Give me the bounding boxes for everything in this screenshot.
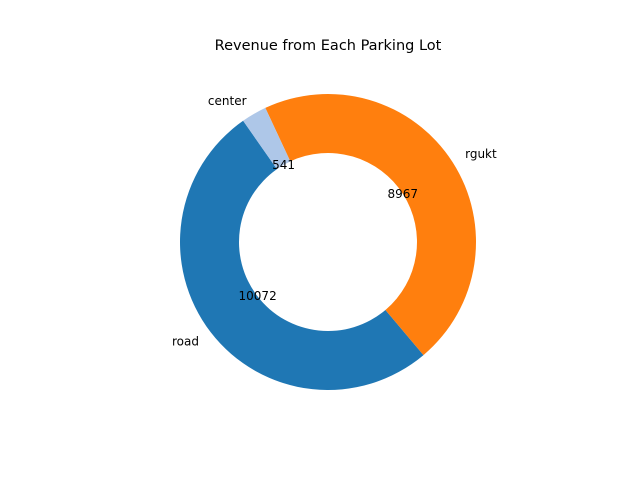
labels-group: road 10072 rgukt 8967 center 541: [172, 94, 497, 348]
slice-label-center: center: [208, 94, 247, 108]
slice-label-rgukt: rgukt: [465, 147, 497, 161]
slice-center: [243, 107, 291, 170]
slice-road: [180, 120, 424, 390]
chart-title: Revenue from Each Parking Lot: [215, 38, 442, 54]
slices-group: [180, 94, 476, 390]
value-label-road: 10072: [239, 289, 277, 303]
value-label-rgukt: 8967: [388, 187, 419, 201]
slice-label-road: road: [172, 334, 199, 348]
slice-rgukt: [265, 94, 476, 356]
value-label-center: 541: [272, 158, 295, 172]
